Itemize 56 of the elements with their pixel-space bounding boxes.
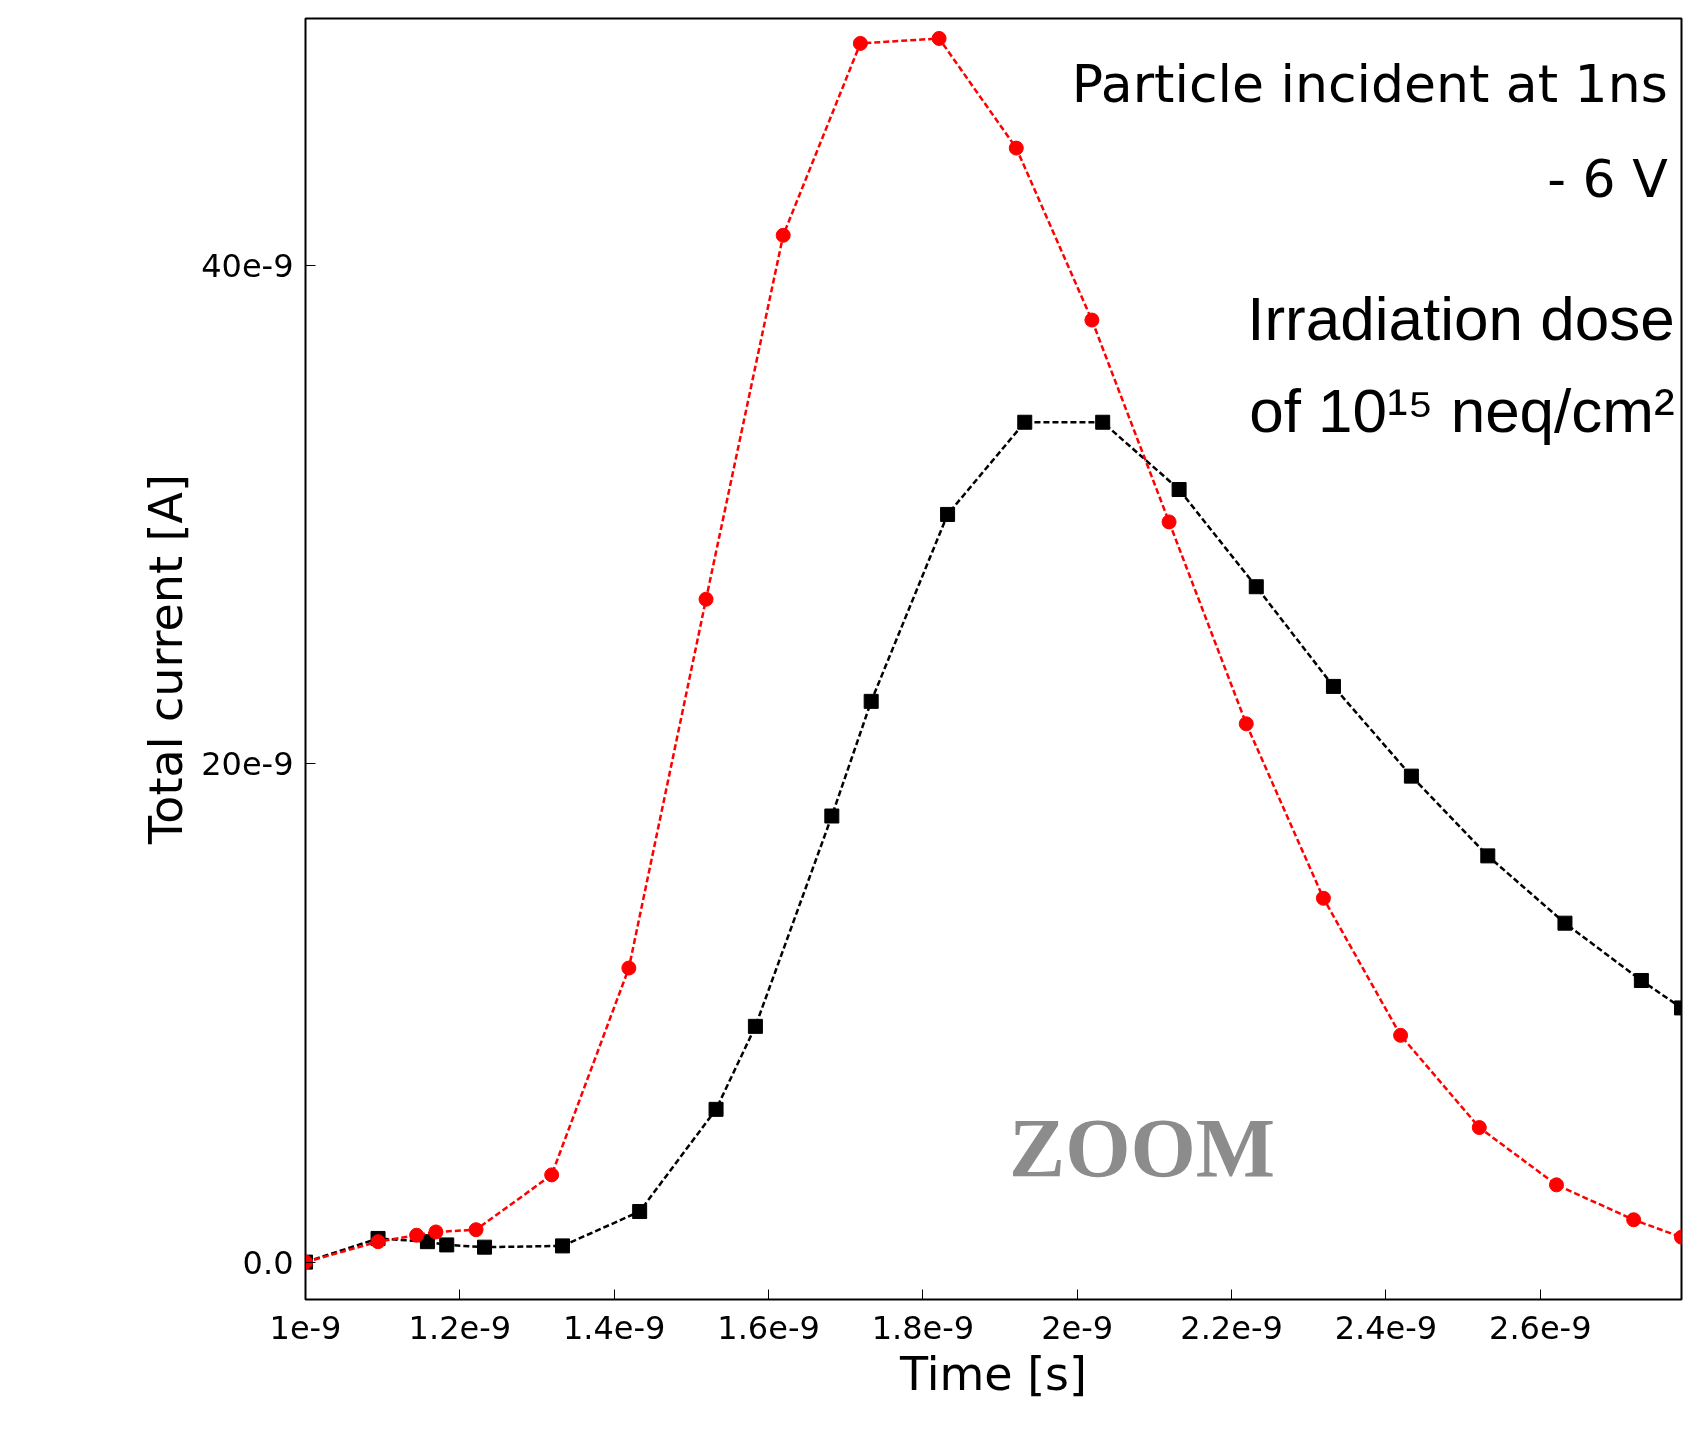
x-tick-label: 2.2e-9 — [1180, 1308, 1283, 1347]
point — [1008, 140, 1024, 156]
y-tick-label: 20e-9 — [201, 745, 294, 784]
point — [1171, 482, 1187, 498]
point — [468, 1222, 484, 1238]
point — [1633, 973, 1649, 988]
point — [1626, 1212, 1642, 1228]
point — [1095, 414, 1111, 430]
point — [439, 1237, 455, 1253]
point — [708, 1101, 724, 1117]
point — [428, 1224, 444, 1240]
x-tick-label: 1.8e-9 — [871, 1308, 975, 1347]
point — [940, 506, 956, 522]
point — [632, 1204, 648, 1220]
point — [1084, 312, 1100, 328]
point — [409, 1227, 425, 1243]
y-tick-label: 40e-9 — [201, 246, 294, 285]
point — [863, 693, 879, 709]
point — [1248, 579, 1264, 595]
point — [931, 30, 947, 46]
point — [554, 1238, 570, 1254]
annotation: Particle incident at 1ns — [1071, 53, 1668, 114]
y-axis-title: Total current [A] — [139, 474, 194, 845]
point — [1393, 1027, 1409, 1043]
point — [1161, 514, 1177, 530]
x-tick-label: 1.2e-9 — [408, 1308, 512, 1347]
point — [1471, 1120, 1487, 1136]
point — [1548, 1177, 1564, 1193]
point — [698, 591, 714, 607]
point — [477, 1239, 493, 1255]
x-tick-label: 1.6e-9 — [717, 1308, 820, 1347]
annotation: Irradiation dose — [1247, 283, 1675, 353]
point — [852, 35, 868, 51]
point — [1315, 890, 1331, 906]
point — [1017, 414, 1033, 430]
point — [775, 227, 791, 243]
annotation: - 6 V — [1547, 148, 1669, 209]
point — [1403, 768, 1419, 784]
point — [824, 808, 840, 824]
annotation: of 10¹⁵ neq/cm² — [1249, 375, 1675, 445]
y-tick-label: 0.0 — [242, 1243, 294, 1282]
x-tick-label: 2.6e-9 — [1489, 1308, 1592, 1347]
annotation: ZOOM — [1009, 1101, 1276, 1195]
point — [621, 960, 637, 976]
x-axis-title: Time [s] — [898, 1346, 1088, 1401]
point — [544, 1167, 560, 1183]
x-tick-label: 2.4e-9 — [1334, 1308, 1438, 1347]
point — [1557, 915, 1573, 931]
point — [1325, 678, 1341, 694]
point — [370, 1234, 386, 1250]
point — [1238, 716, 1254, 732]
point — [747, 1018, 763, 1034]
x-tick-label: 1e-9 — [269, 1308, 342, 1347]
x-tick-label: 1.4e-9 — [562, 1308, 666, 1347]
point — [1480, 848, 1496, 864]
x-tick-label: 2e-9 — [1041, 1308, 1114, 1347]
